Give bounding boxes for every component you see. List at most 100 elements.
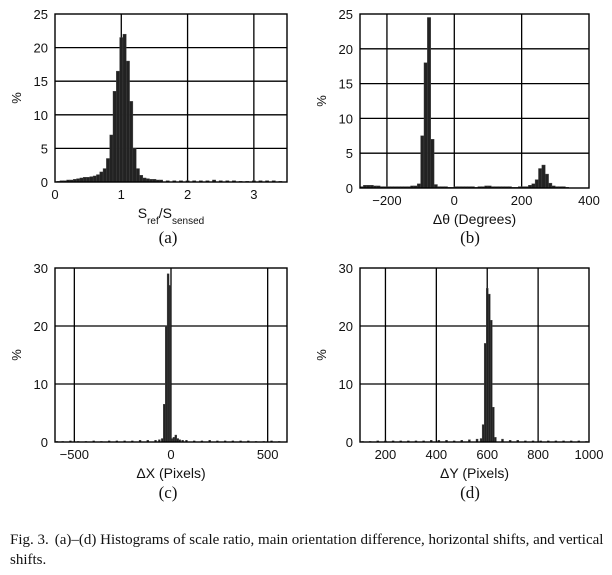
y-tick-label: 20	[34, 319, 48, 334]
histogram-bar	[490, 320, 493, 443]
panel-label-d: (d)	[460, 483, 480, 502]
y-tick-label: 5	[41, 141, 48, 156]
y-tick-label: 30	[34, 261, 48, 276]
x-tick-label: 2	[184, 187, 191, 202]
histogram-bar	[164, 325, 168, 443]
histogram-bar	[488, 293, 491, 443]
x-tick-label: 500	[257, 447, 279, 462]
histogram-bar	[106, 158, 110, 183]
plot-frame	[359, 13, 590, 189]
histogram-bar	[139, 175, 144, 183]
histogram-bar	[545, 173, 549, 189]
chart-b-svg: −200 0 200 400 0 5 10 15 20 25% Δθ (Degrees)	[314, 7, 600, 227]
y-tick-label: 30	[339, 261, 353, 276]
chart-d-svg: 200 400 600 800 1000 0 10 20 30% ΔY (Pixels)	[314, 261, 604, 481]
y-axis-label: %	[9, 349, 24, 361]
x-tick-label: 800	[527, 447, 549, 462]
histogram-bar	[481, 424, 485, 443]
y-tick-label: 10	[34, 377, 48, 392]
x-tick-label: 400	[425, 447, 447, 462]
histogram-bar	[423, 62, 428, 189]
plot-frame	[359, 267, 590, 443]
histogram-bar	[109, 134, 114, 183]
y-axis-label: %	[9, 92, 24, 104]
histogram-bar	[420, 135, 425, 189]
y-tick-label: 5	[346, 146, 353, 161]
x-tick-label: 0	[51, 187, 58, 202]
histogram-bar	[86, 177, 91, 183]
histogram-bar	[119, 37, 124, 183]
chart-panel-c: −500 0 500 0 10 20 30% ΔX (Pixels)	[0, 258, 306, 516]
y-tick-label: 10	[339, 377, 353, 392]
y-tick-label: 25	[34, 7, 48, 22]
chart-a-svg: 0 1 2 3 0 5 10 15 20 25% Sref/Ssensed	[9, 7, 288, 227]
y-tick-label: 0	[41, 175, 48, 190]
histogram-bar	[102, 168, 107, 183]
histogram-bar	[168, 285, 172, 443]
x-axis-label: ΔY (Pixels)	[440, 465, 509, 481]
chart-panel-d: 200 400 600 800 1000 0 10 20 30% ΔY (Pixels)	[306, 258, 612, 516]
y-tick-label: 10	[339, 111, 353, 126]
histogram-bar	[112, 91, 117, 183]
figure-caption: Fig. 3. (a)–(d) Histograms of scale ratio…	[10, 530, 605, 570]
y-tick-label: 20	[339, 42, 353, 57]
histogram-bar	[492, 406, 495, 443]
histogram-bar	[126, 60, 130, 183]
y-axis-label: %	[314, 95, 329, 107]
y-tick-label: 15	[339, 77, 353, 92]
y-tick-label: 20	[339, 319, 353, 334]
plot-frame	[54, 13, 288, 183]
histogram-bar	[486, 288, 489, 443]
chart-c-svg: −500 0 500 0 10 20 30% ΔX (Pixels)	[9, 261, 288, 481]
x-tick-label: 1000	[575, 447, 604, 462]
panel-label-a: (a)	[158, 228, 178, 247]
x-tick-label: 400	[578, 193, 600, 208]
histogram-bar	[538, 168, 543, 189]
y-tick-label: 0	[41, 435, 48, 450]
chart-panel-a: 0 1 2 3 0 5 10 15 20 25% Sref/Ssensed	[0, 0, 306, 258]
x-axis-label: Sref/Ssensed	[138, 205, 205, 227]
y-tick-label: 0	[346, 435, 353, 450]
histogram-bar	[116, 70, 120, 183]
histogram-bar	[135, 168, 140, 183]
x-axis-label: Δθ (Degrees)	[433, 211, 516, 227]
histogram-bar	[92, 175, 97, 183]
x-tick-label: 0	[167, 447, 174, 462]
y-tick-label: 0	[346, 181, 353, 196]
x-tick-label: 3	[250, 187, 257, 202]
histogram-bar	[82, 177, 87, 183]
histogram-bar	[132, 148, 137, 183]
histogram-bar	[541, 164, 546, 189]
panel-label-c: (c)	[158, 483, 178, 502]
x-tick-label: −500	[60, 447, 89, 462]
histogram-bar	[99, 171, 104, 183]
histogram-bar	[89, 176, 94, 183]
y-tick-label: 15	[34, 74, 48, 89]
x-tick-label: 200	[511, 193, 533, 208]
histogram-bar	[483, 343, 487, 443]
histogram-bar	[430, 139, 435, 189]
panel-label-b: (b)	[460, 228, 480, 247]
y-tick-label: 25	[339, 7, 353, 22]
histogram-bar	[129, 101, 134, 183]
histogram-bar	[427, 17, 431, 189]
histogram-bar	[163, 404, 166, 443]
histogram-bar	[122, 33, 127, 183]
chart-panel-b: −200 0 200 400 0 5 10 15 20 25% Δθ (Degrees)	[306, 0, 612, 258]
caption-text: (a)–(d) Histograms of scale ratio, main …	[10, 532, 604, 568]
x-tick-label: 1	[118, 187, 125, 202]
y-tick-label: 10	[34, 108, 48, 123]
x-tick-label: 600	[476, 447, 498, 462]
x-axis-label: ΔX (Pixels)	[136, 465, 205, 481]
histogram-bar	[166, 273, 170, 443]
caption-lead: Fig. 3.	[10, 532, 49, 548]
histogram-bar	[548, 182, 553, 189]
x-tick-label: 200	[375, 447, 397, 462]
y-tick-label: 20	[34, 41, 48, 56]
y-axis-label: %	[314, 349, 329, 361]
histogram-bar	[534, 179, 539, 189]
histogram-bar	[174, 434, 178, 443]
plot-frame	[54, 267, 288, 443]
histogram-bar	[96, 174, 100, 183]
x-tick-label: −200	[372, 193, 401, 208]
